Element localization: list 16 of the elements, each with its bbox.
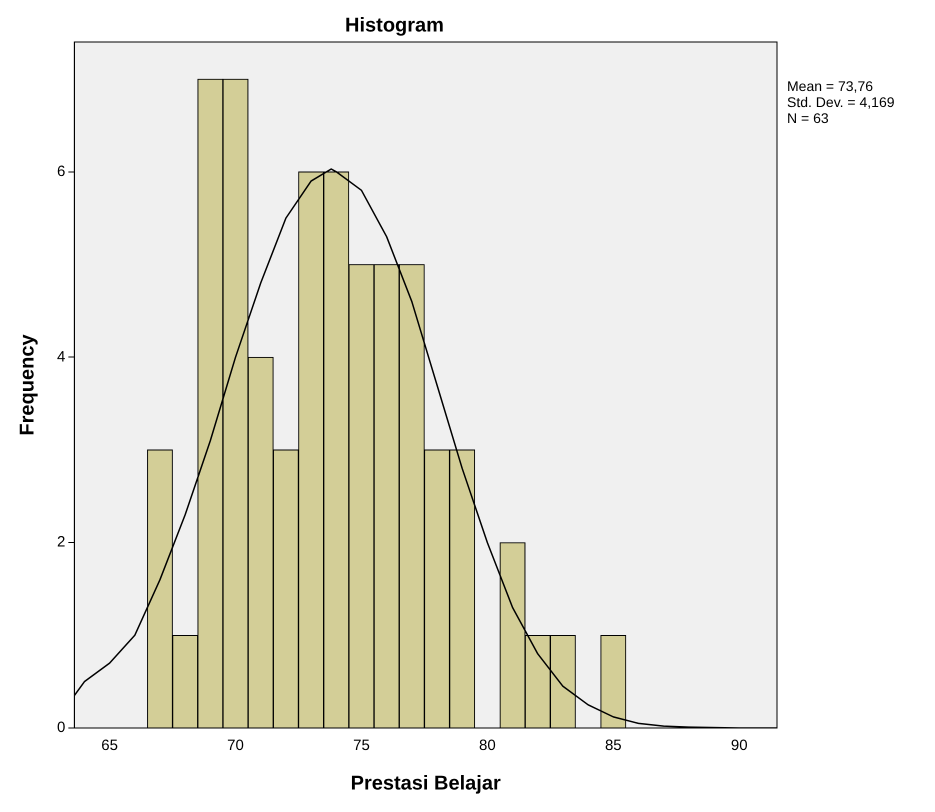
text: N = 63 (787, 110, 829, 126)
x-tick-label: 65 (101, 737, 118, 754)
x-tick-label: 90 (730, 737, 748, 754)
x-tick-label: 70 (227, 737, 244, 754)
y-tick-label: 4 (57, 348, 66, 366)
chart-title: Histogram (345, 14, 444, 37)
text: Std. Dev. = 4,169 (787, 94, 895, 110)
y-tick-label: 2 (57, 534, 66, 551)
text: Mean = 73,76 (787, 78, 874, 94)
x-tick-label: 75 (353, 737, 370, 754)
x-tick-label: 80 (479, 737, 496, 754)
x-axis-title: Prestasi Belajar (350, 772, 501, 795)
y-tick-label: 6 (57, 162, 66, 180)
x-tick-label: 85 (604, 737, 622, 754)
y-tick-label: 0 (57, 719, 66, 736)
y-axis-title: Frequency (16, 334, 39, 436)
